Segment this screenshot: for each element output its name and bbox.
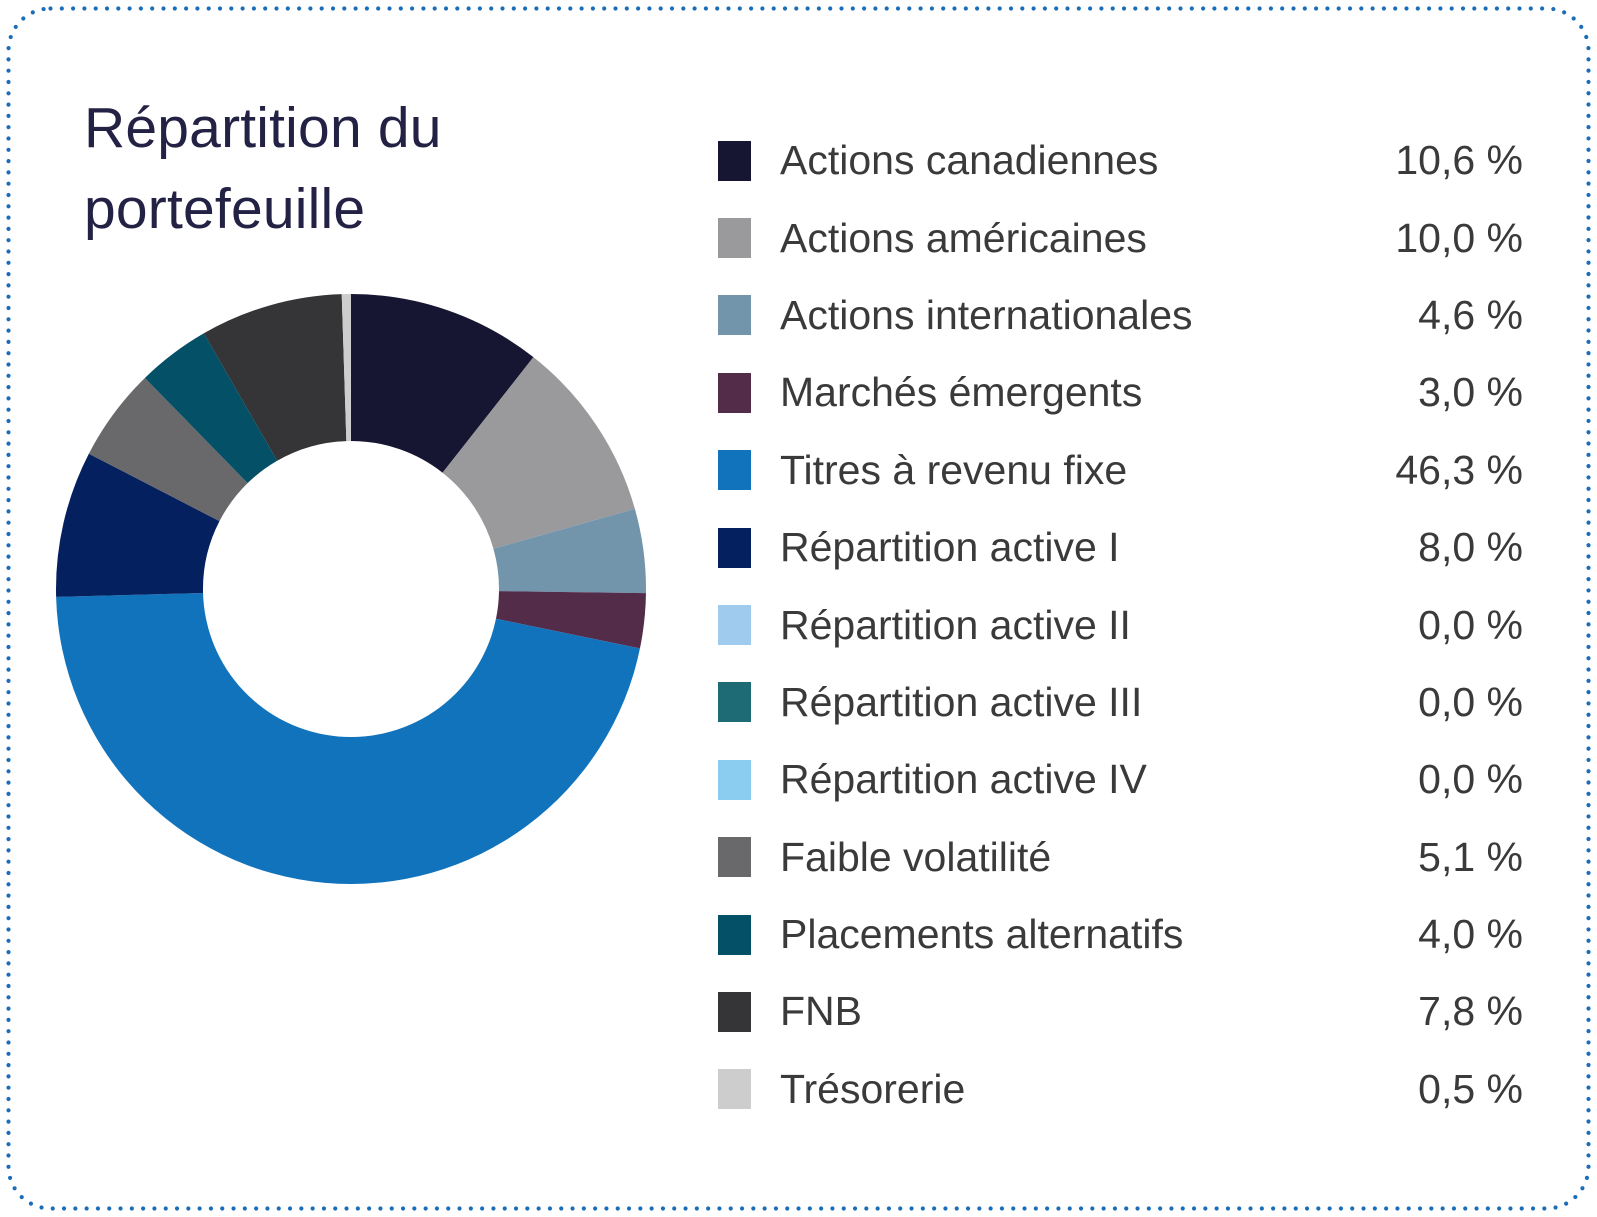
legend-swatch — [718, 991, 751, 1032]
donut-slice — [341, 294, 351, 442]
legend-swatch — [718, 450, 751, 491]
legend-label: Actions américaines — [780, 214, 1147, 261]
legend-value: 0,5 % — [1418, 1065, 1523, 1112]
donut-slice — [144, 333, 278, 484]
legend-value: 0,0 % — [1418, 756, 1523, 803]
donut-chart — [55, 293, 647, 885]
legend-value: 46,3 % — [1395, 446, 1523, 493]
legend-label: Répartition active III — [780, 678, 1143, 725]
donut-slice — [495, 591, 646, 649]
legend-item: Faible volatilité 5,1 % — [718, 819, 1523, 896]
donut-slice — [351, 294, 534, 473]
legend: Actions canadiennes 10,6 % Actions américa… — [718, 122, 1523, 1128]
legend-swatch — [718, 1069, 751, 1110]
legend-label: Actions internationales — [780, 291, 1193, 338]
legend-swatch — [718, 914, 751, 955]
donut-slice — [203, 294, 347, 461]
legend-label: Titres à revenu fixe — [780, 446, 1128, 493]
legend-item: Répartition active III 0,0 % — [718, 664, 1523, 741]
donut-slice — [442, 357, 635, 549]
legend-label: FNB — [780, 988, 862, 1035]
legend-value: 4,0 % — [1418, 911, 1523, 958]
legend-item: Trésorerie 0,5 % — [718, 1051, 1523, 1128]
legend-item: FNB 7,8 % — [718, 973, 1523, 1050]
legend-item: Marchés émergents 3,0 % — [718, 354, 1523, 431]
donut-slice — [56, 453, 220, 597]
legend-value: 0,0 % — [1418, 601, 1523, 648]
legend-value: 10,6 % — [1395, 137, 1523, 184]
legend-label: Placements alternatifs — [780, 911, 1184, 958]
legend-value: 4,6 % — [1418, 291, 1523, 338]
legend-value: 3,0 % — [1418, 369, 1523, 416]
legend-label: Répartition active II — [780, 601, 1131, 648]
legend-item: Répartition active I 8,0 % — [718, 509, 1523, 586]
legend-item: Placements alternatifs 4,0 % — [718, 896, 1523, 973]
legend-swatch — [718, 218, 751, 259]
legend-swatch — [718, 605, 751, 646]
legend-label: Faible volatilité — [780, 833, 1052, 880]
page-title: Répartition du portefeuille — [84, 96, 442, 241]
legend-swatch — [718, 140, 751, 181]
legend-label: Répartition active I — [780, 524, 1120, 571]
legend-item: Actions américaines 10,0 % — [718, 199, 1523, 276]
legend-value: 5,1 % — [1418, 833, 1523, 880]
donut-slice — [56, 592, 640, 884]
legend-label: Actions canadiennes — [780, 137, 1159, 184]
legend-item: Répartition active II 0,0 % — [718, 586, 1523, 663]
legend-item: Actions internationales 4,6 % — [718, 277, 1523, 354]
legend-item: Répartition active IV 0,0 % — [718, 741, 1523, 818]
legend-value: 10,0 % — [1395, 214, 1523, 261]
legend-swatch — [718, 759, 751, 800]
legend-value: 7,8 % — [1418, 988, 1523, 1035]
legend-label: Répartition active IV — [780, 756, 1147, 803]
legend-swatch — [718, 527, 751, 568]
legend-value: 0,0 % — [1418, 678, 1523, 725]
donut-slice — [493, 508, 646, 594]
legend-swatch — [718, 682, 751, 723]
legend-label: Trésorerie — [780, 1065, 966, 1112]
legend-item: Titres à revenu fixe 46,3 % — [718, 432, 1523, 509]
donut-slice — [88, 377, 248, 522]
legend-label: Marchés émergents — [780, 369, 1143, 416]
legend-value: 8,0 % — [1418, 524, 1523, 571]
legend-item: Actions canadiennes 10,6 % — [718, 122, 1523, 199]
legend-swatch — [718, 837, 751, 878]
legend-swatch — [718, 295, 751, 336]
legend-swatch — [718, 372, 751, 413]
